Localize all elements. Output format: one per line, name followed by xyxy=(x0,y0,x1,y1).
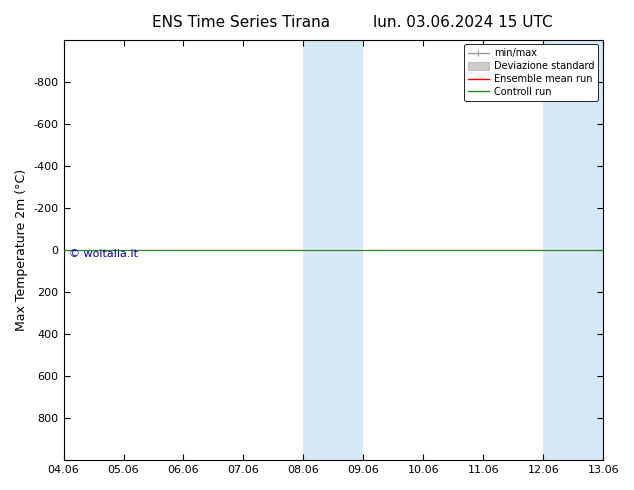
Legend: min/max, Deviazione standard, Ensemble mean run, Controll run: min/max, Deviazione standard, Ensemble m… xyxy=(464,45,598,101)
Bar xyxy=(304,40,333,460)
Bar xyxy=(573,40,603,460)
Bar xyxy=(333,40,363,460)
Bar xyxy=(543,40,573,460)
Text: lun. 03.06.2024 15 UTC: lun. 03.06.2024 15 UTC xyxy=(373,15,553,30)
Text: © woitalia.it: © woitalia.it xyxy=(69,249,138,259)
Text: ENS Time Series Tirana: ENS Time Series Tirana xyxy=(152,15,330,30)
Y-axis label: Max Temperature 2m (°C): Max Temperature 2m (°C) xyxy=(15,169,28,331)
